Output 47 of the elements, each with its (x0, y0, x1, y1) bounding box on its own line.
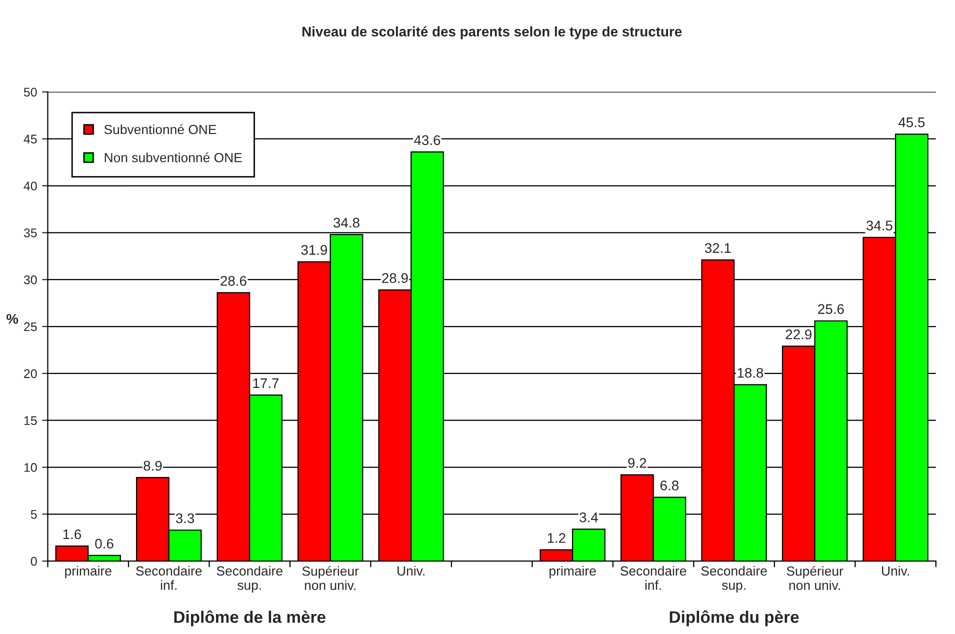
x-tick-label: Secondaire sup. (216, 566, 282, 592)
text: Diplôme de la mère (174, 610, 326, 626)
y-tick-label: 10 (24, 463, 37, 472)
data-label: 1.6 (63, 529, 82, 540)
chart-title: Niveau de scolarité des parents selon le type de structure (302, 26, 682, 40)
y-axis-title: % (6, 314, 18, 324)
y-tick-label: 0 (30, 556, 37, 566)
data-label: 34.5 (866, 220, 892, 230)
y-tick-label: 30 (24, 275, 37, 284)
y-tick-label: 45 (24, 134, 37, 144)
data-label: 3.4 (580, 512, 598, 522)
data-label: 28.9 (382, 273, 408, 284)
x-tick-label: Univ. (398, 566, 424, 576)
legend-label: Non subventionné ONE (104, 152, 242, 162)
y-tick-label: 25 (24, 322, 37, 332)
data-label: 34.8 (334, 218, 360, 228)
text: Diplôme du père (670, 610, 799, 626)
x-tick-label: Secondaire sup. (701, 566, 767, 592)
y-tick-label: 20 (24, 369, 37, 378)
x-tick-label: primaire (65, 566, 112, 578)
data-label: 31.9 (301, 245, 328, 255)
y-tick-label: 5 (30, 510, 37, 519)
x-tick-label: Supérieur non univ. (786, 566, 844, 590)
data-label: 22.9 (786, 329, 812, 340)
data-label: 0.6 (95, 538, 114, 549)
x-tick-label: Secondaire inf. (620, 566, 686, 590)
data-label: 25.6 (818, 304, 844, 314)
data-label: 43.6 (414, 135, 440, 146)
y-tick-label: 50 (24, 88, 37, 97)
data-label: 32.1 (704, 243, 731, 253)
data-label: 3.3 (176, 513, 194, 524)
data-label: 6.8 (660, 480, 679, 490)
x-tick-label: Secondaire inf. (136, 566, 202, 590)
y-tick-label: 15 (24, 416, 37, 425)
y-tick-label: 40 (24, 182, 37, 190)
data-label: 9.2 (628, 458, 646, 468)
data-label: 45.5 (898, 118, 925, 128)
data-label: 18.8 (738, 368, 764, 378)
data-label: 1.2 (548, 533, 566, 543)
x-tick-label: Univ. (882, 566, 909, 576)
legend-label: Subventionné ONE (104, 124, 216, 134)
data-label: 8.9 (144, 460, 162, 471)
x-tick-label: primaire (550, 566, 596, 578)
data-label: 17.7 (253, 378, 279, 388)
x-tick-label: Supérieur non univ. (302, 566, 359, 590)
y-tick-label: 35 (24, 228, 37, 238)
data-label: 28.6 (220, 276, 246, 286)
